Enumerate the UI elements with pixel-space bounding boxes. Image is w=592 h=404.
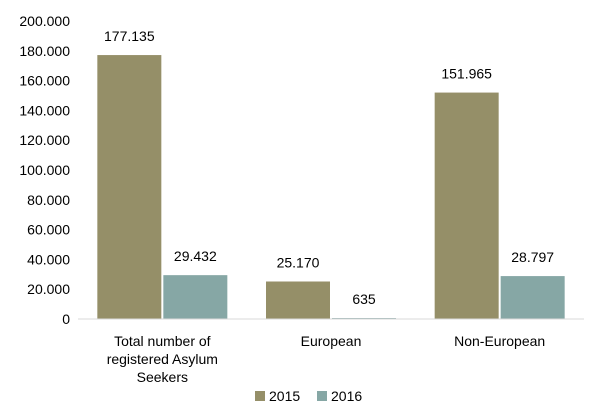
data-label-2016-2: 28.797 [511,249,554,265]
data-labels: 177.135 29.432 25.170 635 151.965 28.797 [104,28,554,307]
y-tick-label: 60.000 [27,222,70,238]
x-category-label-line: Total number of [114,333,211,349]
bar-2016-0 [163,275,228,319]
y-tick-label: 180.000 [19,43,70,59]
legend-label-2016: 2016 [331,388,362,404]
bar-2015-2 [434,92,499,320]
y-tick-label: 0 [62,311,70,327]
data-label-2015-2: 151.965 [441,66,492,82]
data-label-2016-1: 635 [352,291,376,307]
y-tick-label: 100.000 [19,162,70,178]
y-tick-label: 80.000 [27,192,70,208]
legend-swatch-2016 [317,391,327,401]
bar-2015-1 [266,281,330,319]
data-label-2015-1: 25.170 [277,254,320,270]
y-tick-label: 40.000 [27,251,70,267]
legend: 2015 2016 [255,388,362,404]
y-tick-label: 120.000 [19,132,70,148]
y-tick-label: 160.000 [19,73,70,89]
y-tick-label: 200.000 [19,13,70,29]
x-category-label-line: Seekers [137,369,188,385]
bar-2016-2 [500,276,565,319]
y-tick-label: 140.000 [19,102,70,118]
data-label-2016-0: 29.432 [174,248,217,264]
legend-swatch-2015 [255,391,265,401]
bar-2015-0 [97,55,162,320]
x-category-label-line: European [301,333,362,349]
x-category-label-line: registered Asylum [107,351,218,367]
x-category-label: Non-European [454,333,545,349]
data-label-2015-0: 177.135 [104,28,155,44]
bars [97,55,565,320]
y-tick-label: 20.000 [27,281,70,297]
legend-label-2015: 2015 [269,388,300,404]
x-category-label: Total number of registered Asylum Seekers [107,333,218,385]
y-axis: 0 20.000 40.000 60.000 80.000 100.000 120.000 1… [19,13,70,327]
x-axis: Total number of registered Asylum Seekers E… [78,318,584,385]
x-category-label: European [301,333,362,349]
x-category-label-line: Non-European [454,333,545,349]
